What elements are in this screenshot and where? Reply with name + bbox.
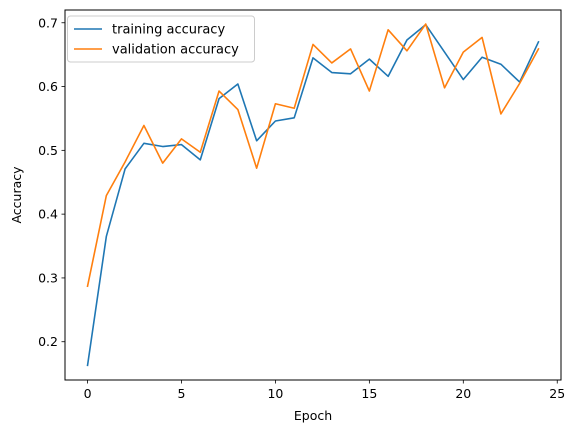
x-tick-label: 0 xyxy=(84,386,92,401)
x-tick-label: 10 xyxy=(267,386,283,401)
series-lines xyxy=(86,23,540,367)
y-tick-label: 0.5 xyxy=(38,143,58,158)
series-line-validation-accuracy xyxy=(86,23,540,288)
x-tick-label: 20 xyxy=(455,386,471,401)
legend: training accuracy validation accuracy xyxy=(67,15,255,63)
y-tick-label: 0.4 xyxy=(38,207,58,222)
y-tick-label: 0.6 xyxy=(38,79,58,94)
legend-box xyxy=(67,15,255,63)
plot-area xyxy=(64,9,562,381)
legend-label-training: training accuracy xyxy=(112,23,225,38)
x-axis-label: Epoch xyxy=(294,408,332,423)
y-axis-ticks: 0.2 0.3 0.4 0.5 0.6 0.7 xyxy=(38,15,65,349)
x-tick-label: 5 xyxy=(178,386,186,401)
series-line-training-accuracy xyxy=(86,23,540,367)
y-tick-label: 0.3 xyxy=(38,270,58,285)
x-tick-label: 25 xyxy=(549,386,565,401)
y-axis-label: Accuracy xyxy=(9,166,24,224)
y-tick-label: 0.7 xyxy=(38,15,58,30)
y-tick-label: 0.2 xyxy=(38,334,58,349)
legend-label-validation: validation accuracy xyxy=(112,43,239,58)
x-tick-label: 15 xyxy=(361,386,377,401)
x-axis-ticks: 0 5 10 15 20 25 xyxy=(84,380,565,401)
